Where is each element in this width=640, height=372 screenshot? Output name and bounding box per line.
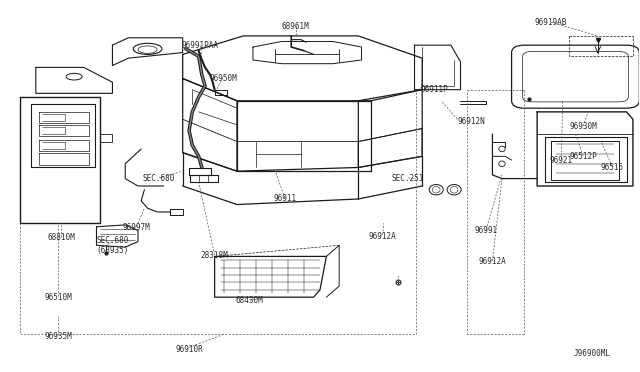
- Text: 96515: 96515: [601, 163, 624, 172]
- Text: 96921: 96921: [550, 155, 573, 164]
- Text: 96912N: 96912N: [458, 117, 485, 126]
- Text: 96950M: 96950M: [209, 74, 237, 83]
- Text: 96919AB: 96919AB: [535, 19, 568, 28]
- Text: 96911: 96911: [273, 195, 296, 203]
- Text: 96997M: 96997M: [123, 223, 150, 232]
- Text: 96930M: 96930M: [569, 122, 597, 131]
- Text: 68810M: 68810M: [47, 233, 76, 243]
- Text: 96935M: 96935M: [44, 331, 72, 341]
- Text: 28318M: 28318M: [201, 251, 228, 260]
- Text: SEC.251: SEC.251: [392, 174, 424, 183]
- Text: SEC.680: SEC.680: [143, 174, 175, 183]
- Text: 96910R: 96910R: [175, 345, 203, 354]
- Text: 96912A: 96912A: [479, 257, 506, 266]
- Text: 96911P: 96911P: [421, 85, 449, 94]
- Text: 96512P: 96512P: [569, 152, 597, 161]
- Text: 96510M: 96510M: [44, 293, 72, 302]
- Text: 68430M: 68430M: [236, 296, 264, 305]
- Text: SEC.680
(68935): SEC.680 (68935): [96, 235, 129, 255]
- Text: 96912A: 96912A: [369, 231, 396, 241]
- Text: 96991: 96991: [474, 226, 498, 235]
- Text: 96991PAA: 96991PAA: [182, 41, 218, 51]
- Text: J96900ML: J96900ML: [573, 349, 611, 358]
- Text: 68961M: 68961M: [282, 22, 310, 31]
